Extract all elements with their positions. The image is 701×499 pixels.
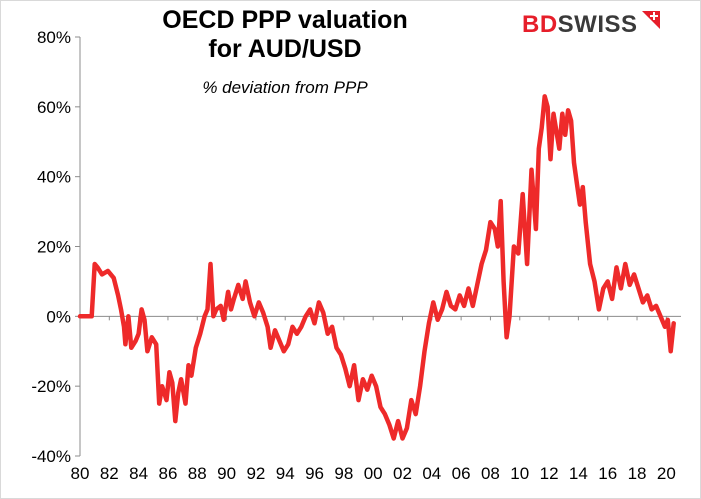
- x-tick-label: 08: [481, 464, 500, 483]
- x-tick-label: 02: [393, 464, 412, 483]
- y-tick-label: 0%: [46, 307, 71, 326]
- x-tick-label: 12: [540, 464, 559, 483]
- y-tick-label: -40%: [31, 447, 71, 466]
- x-tick-label: 20: [657, 464, 676, 483]
- x-axis-ticks: 80 82 84 86 88 90 92 94 96 98 00 02 04 06 08 10 12 14 16 18…: [71, 316, 676, 483]
- x-tick-label: 94: [276, 464, 295, 483]
- x-tick-label: 88: [188, 464, 207, 483]
- y-tick-label: 40%: [37, 168, 71, 187]
- logo-text-bd: BD: [522, 11, 558, 38]
- x-tick-label: 18: [628, 464, 647, 483]
- x-tick-label: 14: [569, 464, 588, 483]
- x-tick-label: 04: [422, 464, 441, 483]
- x-tick-label: 06: [452, 464, 471, 483]
- y-tick-label: 60%: [37, 98, 71, 117]
- series-layer: [77, 94, 676, 441]
- x-tick-label: 82: [100, 464, 119, 483]
- x-tick-label: 84: [129, 464, 148, 483]
- chart-axes: [79, 37, 681, 456]
- x-tick-label: 90: [217, 464, 236, 483]
- y-tick-label: 20%: [37, 238, 71, 257]
- x-tick-label: 80: [71, 464, 90, 483]
- x-tick-label: 16: [598, 464, 617, 483]
- x-tick-label: 10: [510, 464, 529, 483]
- y-tick-label: 80%: [37, 28, 71, 47]
- x-tick-label: 92: [246, 464, 265, 483]
- chart-title-line-1: OECD PPP valuation: [162, 6, 408, 34]
- x-tick-label: 98: [334, 464, 353, 483]
- bdswiss-logo: BD SWISS: [522, 10, 660, 40]
- x-tick-label: 86: [158, 464, 177, 483]
- y-axis-ticks: -40% -20% 0% 20% 40% 60% 80%: [31, 28, 80, 466]
- chart-title-line-2: for AUD/USD: [208, 35, 362, 63]
- chart-title: OECD PPP valuation for AUD/USD: [150, 6, 420, 64]
- x-tick-label: 00: [364, 464, 383, 483]
- plus-triangle-icon: [641, 11, 660, 29]
- logo-text-swiss: SWISS: [557, 11, 638, 38]
- y-tick-label: -20%: [31, 377, 71, 396]
- x-tick-label: 96: [305, 464, 324, 483]
- chart-subtitle: % deviation from PPP: [202, 78, 368, 97]
- series-line: [77, 94, 676, 441]
